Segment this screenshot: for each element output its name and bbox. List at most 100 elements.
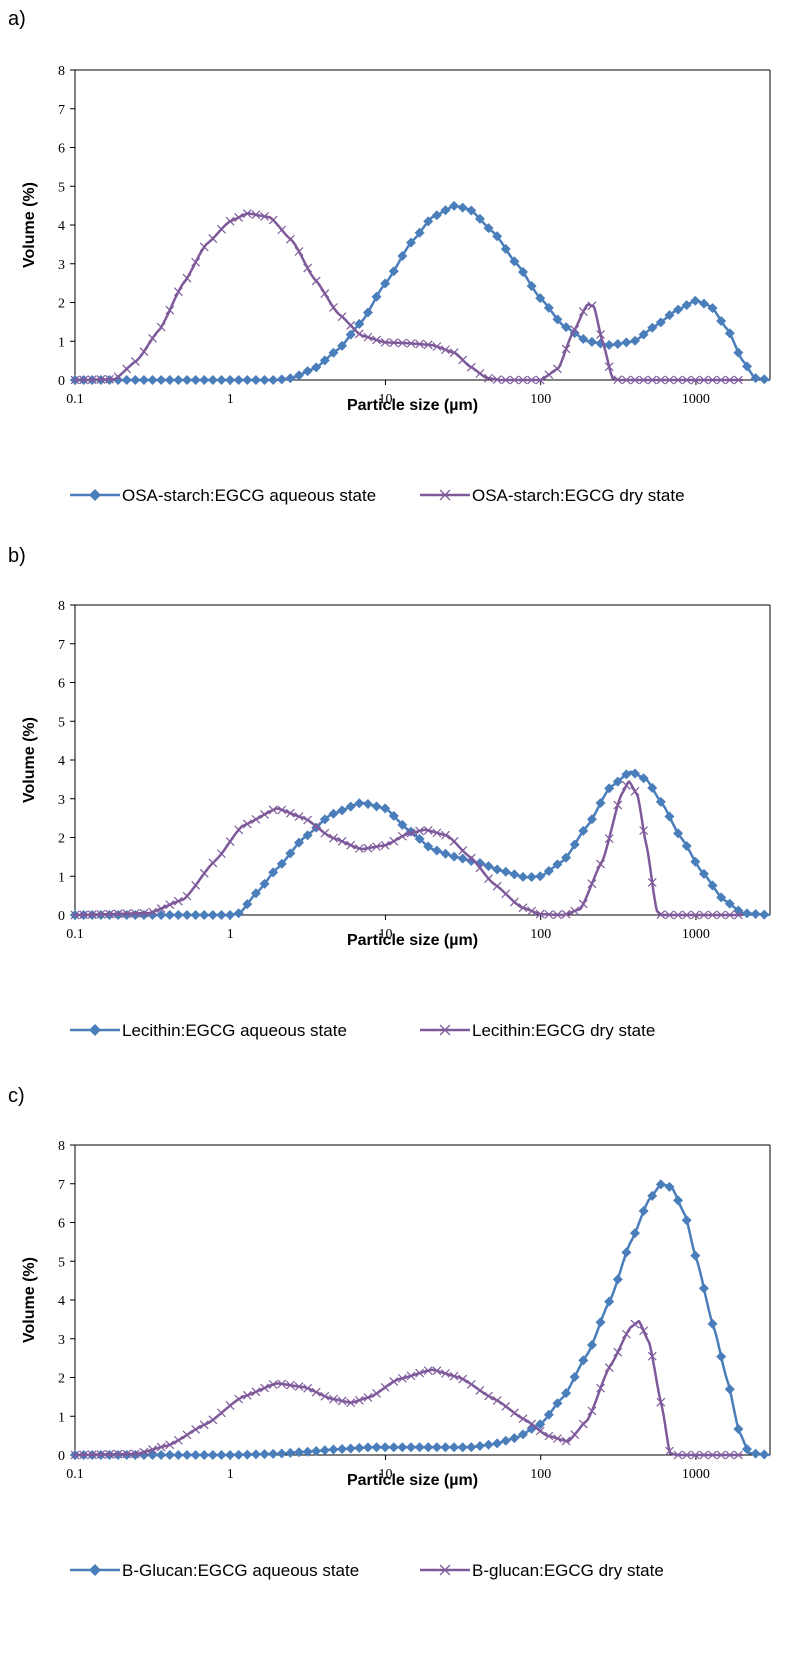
data-point: [242, 375, 253, 385]
data-point: [431, 1442, 442, 1453]
legend-label: Lecithin:EGCG aqueous state: [122, 1021, 347, 1040]
data-point: [578, 899, 588, 909]
legend-label: OSA-starch:EGCG dry state: [472, 486, 685, 505]
data-point: [216, 910, 227, 920]
data-point: [156, 322, 166, 332]
data-point: [70, 375, 80, 385]
data-point: [259, 375, 270, 385]
data-point: [371, 1442, 382, 1453]
data-point: [354, 318, 365, 329]
data-point: [647, 375, 657, 385]
data-point: [285, 1447, 296, 1458]
x-tick-label: 1000: [682, 392, 710, 407]
x-tick-label: 100: [530, 1467, 551, 1482]
data-point: [708, 1450, 717, 1460]
data-point: [665, 910, 674, 920]
data-point: [389, 836, 399, 846]
chart-a: 0 1 2 3 4 5 6 7 8 0.1 1 10 100 1000 Particle size (µm)…: [21, 64, 771, 505]
data-point: [681, 1215, 692, 1226]
data-point: [466, 362, 476, 372]
data-point: [518, 1429, 529, 1440]
data-point: [148, 1445, 157, 1455]
x-tick-label: 1000: [682, 927, 710, 942]
data-point: [362, 307, 373, 318]
data-point: [294, 370, 305, 381]
data-point: [553, 364, 562, 374]
data-point: [475, 863, 485, 873]
data-point: [242, 819, 252, 829]
data-point: [234, 213, 244, 222]
data-point: [484, 874, 493, 884]
y-tick-label: 4: [58, 1294, 65, 1309]
data-point: [561, 344, 571, 354]
data-point: [190, 1450, 201, 1460]
data-point: [492, 231, 503, 242]
data-point: [363, 843, 373, 853]
y-tick-label: 2: [58, 297, 65, 312]
data-point: [121, 375, 132, 385]
data-point: [105, 374, 114, 384]
data-point: [561, 852, 572, 863]
data-point: [139, 908, 149, 918]
y-axis-title: Volume (%): [21, 182, 38, 268]
data-point: [638, 329, 649, 340]
data-point: [569, 839, 580, 850]
data-point: [699, 375, 709, 385]
series-1: [70, 779, 743, 920]
data-point: [423, 216, 434, 227]
data-point: [750, 1448, 761, 1459]
x-tick-label: 0.1: [66, 392, 84, 407]
data-point: [449, 1442, 460, 1453]
data-point: [329, 303, 338, 312]
y-tick-label: 5: [58, 715, 65, 730]
data-point: [639, 1326, 649, 1336]
data-point: [724, 898, 735, 909]
data-point: [750, 908, 761, 919]
series-line: [75, 1182, 771, 1457]
data-point: [182, 910, 193, 920]
data-point: [638, 773, 649, 784]
data-point: [492, 375, 502, 385]
y-tick-label: 7: [58, 103, 65, 118]
data-point: [639, 826, 649, 836]
data-point: [191, 880, 201, 890]
data-point: [570, 906, 580, 916]
data-point: [604, 362, 614, 372]
data-point: [664, 310, 675, 321]
data-point: [698, 298, 709, 309]
data-point: [138, 910, 149, 920]
data-point: [303, 263, 313, 273]
data-point: [630, 1319, 640, 1329]
data-point: [182, 1430, 192, 1440]
data-point: [750, 373, 761, 384]
data-point: [362, 799, 373, 810]
data-point: [354, 1442, 365, 1453]
data-point: [586, 814, 597, 825]
legend-marker: [439, 489, 451, 501]
data-point: [199, 868, 209, 878]
data-point: [638, 1206, 649, 1217]
data-point: [311, 362, 322, 373]
data-point: [130, 910, 141, 920]
data-point: [690, 856, 701, 867]
data-point: [259, 1449, 270, 1460]
data-point: [707, 880, 718, 891]
data-point: [225, 837, 235, 846]
data-point: [182, 375, 193, 385]
data-point: [441, 345, 450, 355]
data-point: [372, 335, 381, 345]
data-point: [122, 364, 132, 374]
data-point: [423, 1442, 434, 1453]
data-point: [492, 1438, 503, 1449]
x-tick-label: 10: [378, 392, 392, 407]
data-point: [466, 1442, 477, 1453]
y-tick-label: 8: [58, 1139, 65, 1154]
data-point: [518, 871, 529, 882]
data-point: [698, 868, 709, 879]
data-point: [682, 1450, 692, 1460]
x-tick-label: 1: [227, 392, 234, 407]
data-point: [621, 375, 631, 385]
data-point: [164, 375, 175, 385]
data-point: [285, 373, 296, 384]
y-tick-label: 6: [58, 142, 65, 157]
